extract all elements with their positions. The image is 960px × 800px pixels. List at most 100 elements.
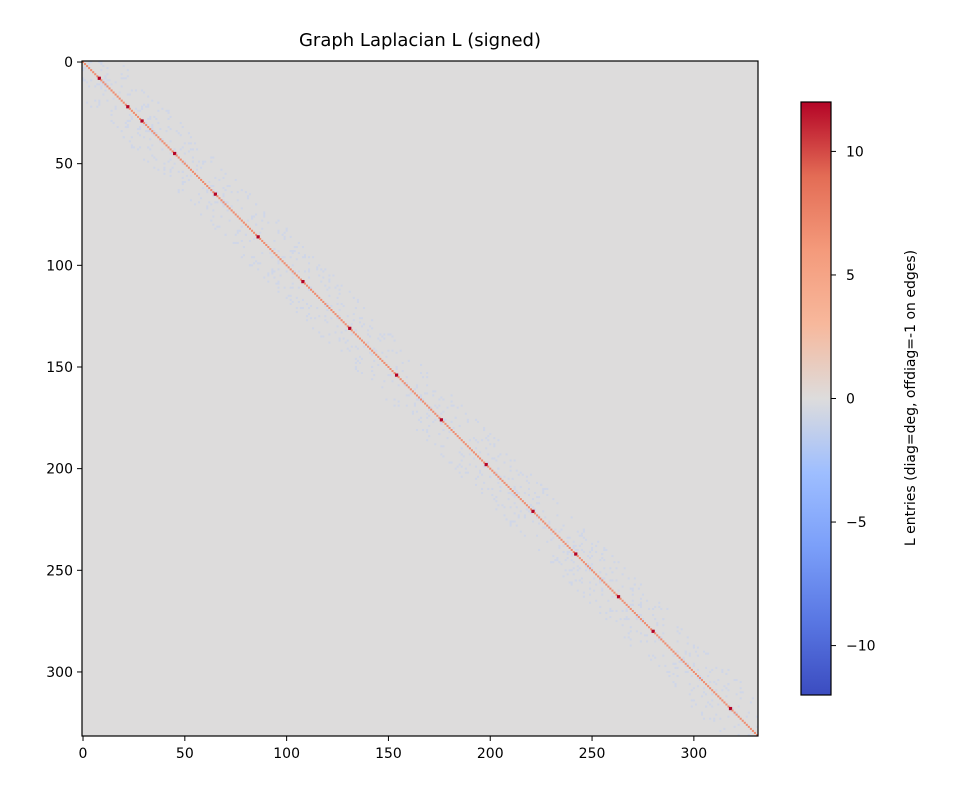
heatmap-edge-cell (544, 516, 547, 519)
heatmap-edge-cell (183, 180, 186, 183)
heatmap-diagonal-cell (578, 557, 581, 560)
heatmap-edge-cell (159, 140, 162, 143)
heatmap-edge-cell (155, 117, 158, 120)
heatmap-edge-cell (513, 487, 516, 490)
heatmap-edge-cell (625, 618, 628, 621)
heatmap-diagonal-peak-cell (728, 706, 733, 711)
heatmap-edge-cell (373, 347, 376, 350)
heatmap-edge-cell (497, 439, 500, 442)
heatmap-edge-cell (255, 260, 258, 263)
heatmap-edge-cell (189, 142, 192, 145)
heatmap-edge-cell (240, 256, 243, 259)
heatmap-edge-cell (163, 168, 166, 171)
heatmap-edge-cell (483, 426, 486, 429)
heatmap-edge-cell (139, 128, 142, 131)
heatmap-edge-cell (485, 437, 488, 440)
heatmap-edge-cell (552, 555, 555, 558)
heatmap-edge-cell (540, 483, 543, 486)
heatmap-edge-cell (253, 262, 256, 265)
heatmap-edge-cell (210, 156, 213, 159)
heatmap-edge-cell (474, 465, 478, 468)
heatmap-edge-cell (544, 526, 547, 529)
heatmap-edge-cell (289, 302, 292, 305)
heatmap-diagonal-cell (340, 319, 343, 322)
heatmap-edge-cell (242, 254, 245, 257)
heatmap-edge-cell (136, 132, 140, 135)
heatmap-edge-cell (462, 455, 465, 458)
heatmap-diagonal-cell (466, 445, 469, 448)
heatmap-edge-cell (367, 341, 370, 344)
heatmap-edge-cell (181, 146, 184, 149)
heatmap-edge-cell (637, 603, 640, 606)
heatmap-edge-cell (481, 439, 484, 442)
heatmap-edge-cell (147, 95, 150, 98)
heatmap-diagonal-cell (305, 284, 309, 287)
heatmap-edge-cell (609, 579, 612, 582)
heatmap-edge-cell (631, 599, 634, 602)
heatmap-edge-cell (251, 264, 254, 267)
heatmap-diagonal-cell (240, 219, 243, 222)
heatmap-edge-cell (517, 514, 520, 517)
heatmap-edge-cell (106, 99, 109, 102)
heatmap-edge-cell (735, 711, 738, 714)
heatmap-edge-cell (654, 618, 657, 621)
heatmap-edge-cell (686, 662, 689, 665)
heatmap-edge-cell (572, 544, 575, 547)
heatmap-edge-cell (721, 689, 724, 692)
heatmap-edge-cell (717, 679, 720, 682)
heatmap-edge-cell (570, 581, 573, 584)
y-tick-label: 300 (46, 665, 73, 681)
heatmap-edge-cell (570, 555, 573, 558)
heatmap-edge-cell (715, 689, 718, 692)
heatmap-edge-cell (474, 418, 478, 421)
heatmap-edge-cell (173, 162, 176, 165)
heatmap-edge-cell (102, 79, 105, 82)
heatmap-edge-cell (591, 555, 594, 558)
heatmap-edge-cell (452, 426, 455, 429)
heatmap-edge-cell (529, 512, 532, 515)
heatmap-edge-cell (350, 345, 353, 348)
heatmap-edge-cell (310, 317, 313, 320)
heatmap-edge-cell (639, 605, 642, 608)
chart-title: Graph Laplacian L (signed) (299, 30, 541, 51)
heatmap-diagonal-peak-cell (140, 119, 144, 123)
heatmap-edge-cell (145, 105, 148, 108)
heatmap-diagonal-cell (206, 185, 209, 188)
heatmap-edge-cell (259, 262, 262, 265)
heatmap-edge-cell (381, 335, 384, 338)
heatmap-edge-cell (487, 487, 490, 490)
heatmap-edge-cell (177, 191, 180, 194)
heatmap-edge-cell (755, 725, 758, 728)
heatmap-edge-cell (723, 685, 726, 688)
heatmap-edge-cell (143, 158, 146, 161)
heatmap-edge-cell (362, 323, 366, 326)
heatmap-edge-cell (88, 85, 91, 88)
heatmap-edge-cell (591, 546, 594, 549)
heatmap-edge-cell (558, 544, 561, 547)
heatmap-edge-cell (100, 87, 103, 90)
heatmap-edge-cell (234, 241, 237, 244)
heatmap-edge-cell (151, 128, 154, 131)
heatmap-edge-cell (191, 160, 194, 163)
heatmap-diagonal-cell (420, 398, 423, 401)
heatmap-diagonal-cell (373, 351, 376, 354)
heatmap-edge-cell (615, 579, 618, 582)
heatmap-edge-cell (562, 575, 565, 578)
heatmap-plot-area (81, 60, 759, 737)
heatmap-edge-cell (692, 644, 695, 647)
heatmap-edge-cell (639, 597, 642, 600)
heatmap-edge-cell (426, 392, 429, 395)
heatmap-edge-cell (236, 199, 239, 202)
heatmap-edge-cell (617, 589, 620, 592)
heatmap-edge-cell (226, 201, 229, 204)
heatmap-edge-cell (275, 282, 278, 285)
heatmap-edge-cell (114, 107, 117, 110)
heatmap-edge-cell (643, 634, 647, 637)
heatmap-diagonal-cell (633, 611, 636, 615)
heatmap-edge-cell (513, 496, 516, 499)
heatmap-diagonal-cell (381, 359, 384, 362)
heatmap-edge-cell (159, 128, 162, 131)
heatmap-edge-cell (303, 270, 306, 273)
heatmap-diagonal-cell (576, 555, 579, 558)
heatmap-diagonal-cell (499, 477, 502, 480)
